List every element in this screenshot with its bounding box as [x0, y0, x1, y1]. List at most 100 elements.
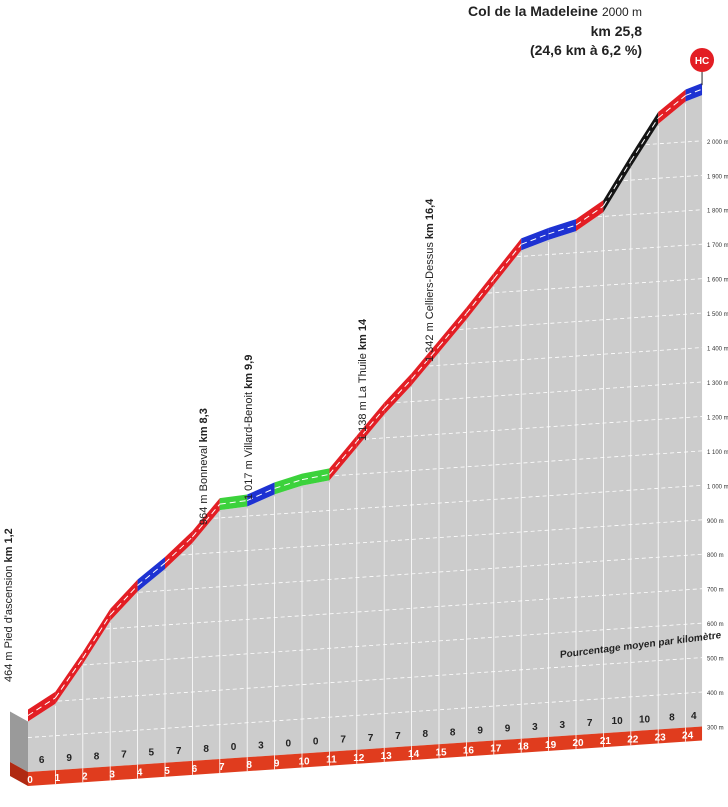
summit-name: Col de la Madeleine	[468, 3, 598, 19]
altitude-tick-label: 600 m	[707, 622, 724, 628]
segment-centerline	[246, 487, 275, 502]
percent-label: 0	[231, 742, 237, 753]
altitude-tick-label: 1 900 m	[707, 174, 728, 180]
altitude-tick-label: 1 000 m	[707, 484, 728, 490]
km-label: 7	[219, 762, 225, 773]
waypoint-name: Bonneval	[198, 442, 210, 491]
gradient-segment	[576, 200, 604, 232]
base-band-side	[10, 762, 28, 786]
altitude-tick-label: 1 500 m	[707, 312, 728, 318]
km-label: 4	[137, 768, 143, 779]
profile-grid	[27, 103, 703, 771]
gradient-segment	[137, 556, 165, 592]
segment-centerline	[192, 503, 221, 538]
altitude-tick-label: 2 000 m	[707, 140, 728, 146]
hc-badge-icon	[690, 48, 715, 72]
segment-centerline	[466, 278, 495, 314]
altitude-tick-label: 1 400 m	[707, 347, 728, 353]
km-label: 17	[490, 744, 502, 755]
ground-area	[10, 95, 703, 773]
segment-centerline	[521, 233, 549, 245]
waypoint-km: km 16,4	[424, 198, 436, 239]
percent-label: 10	[639, 714, 651, 725]
percent-label: 3	[532, 722, 538, 733]
km-label: 1	[55, 773, 61, 784]
altitude-tick-label: 400 m	[707, 691, 724, 697]
gradient-segments	[27, 83, 703, 722]
km-label: 23	[655, 732, 667, 743]
percent-label: 8	[450, 727, 456, 738]
km-label: 21	[600, 736, 612, 747]
waypoint-altitude: 964 m	[198, 491, 210, 525]
percent-label: 9	[66, 753, 72, 764]
km-label: 10	[298, 757, 310, 768]
grid-line-alt	[459, 312, 703, 330]
km-label: 19	[545, 740, 557, 751]
altitude-tick-label: 1 100 m	[707, 450, 728, 456]
gradient-segment	[603, 155, 631, 213]
km-label: 20	[572, 738, 584, 749]
percent-label: 3	[560, 720, 566, 731]
waypoint-label: 1 017 m Villard-Benoit km 9,9	[243, 355, 255, 500]
km-label: 2	[82, 771, 88, 782]
summit-average: (24,6 km à 6,2 %)	[529, 42, 642, 58]
percent-label: 7	[121, 750, 127, 761]
percent-label: 10	[612, 716, 624, 727]
percent-labels: 6 9 8 7 5 7 8 0 3 0 0 7 7 7 8 8 9 9 3 3 7 10 10 8 4	[39, 711, 697, 766]
base-band-fill	[28, 726, 703, 786]
grid-line-alt	[488, 278, 703, 294]
summit-altitude: 2000 m	[601, 5, 642, 19]
waypoint-name: La Thuile	[357, 350, 369, 398]
grid-line-alt	[138, 553, 703, 593]
waypoint-altitude: 464 m	[3, 648, 15, 682]
summit-km: km 25,8	[590, 23, 642, 39]
segment-centerline	[602, 160, 632, 207]
percent-label: 8	[423, 729, 429, 740]
waypoint-labels: 464 m Pied d'ascension km 1,2 964 m Bonne…	[3, 198, 436, 682]
altitude-tick-label: 700 m	[707, 588, 724, 594]
ground-fill	[28, 95, 703, 773]
segment-centerline	[54, 657, 84, 699]
waypoint-km: km 14	[357, 318, 369, 350]
altitude-ticks: 300 m 400 m 500 m 600 m 700 m 800 m 900 m 1 000…	[707, 140, 728, 732]
grid-line-alt	[82, 622, 703, 666]
hc-badge-label: HC	[695, 56, 709, 67]
altitude-tick-label: 500 m	[707, 657, 724, 663]
altitude-tick-label: 800 m	[707, 553, 724, 559]
waypoint-label: 1 342 m Celliers-Dessus km 16,4	[424, 198, 436, 362]
km-label: 22	[627, 734, 639, 745]
segment-centerline	[685, 88, 703, 96]
waypoint-name: Villard-Benoit	[243, 389, 255, 457]
segment-centerline	[356, 408, 385, 442]
base-band	[10, 726, 703, 786]
percent-label: 9	[477, 725, 483, 736]
segment-centerline	[383, 378, 412, 409]
segment-centerline	[575, 205, 604, 226]
percent-label: 0	[286, 738, 292, 749]
grid-line-alt	[429, 347, 703, 367]
percent-label: 9	[505, 724, 511, 735]
segment-centerline	[438, 313, 467, 347]
grid-line-alt	[517, 243, 703, 258]
percent-label: 3	[258, 740, 264, 751]
category-badge-group: HC	[690, 48, 715, 86]
km-label: 18	[518, 742, 530, 753]
waypoint-name: Celliers-Dessus	[424, 239, 436, 319]
altitude-tick-label: 900 m	[707, 519, 724, 525]
km-label: 12	[353, 753, 365, 764]
waypoint-label: 1 138 m La Thuile km 14	[357, 318, 369, 441]
km-label: 24	[682, 731, 694, 742]
km-label: 16	[463, 745, 475, 756]
km-label: 15	[435, 747, 447, 758]
km-label: 9	[274, 758, 280, 769]
waypoint-altitude: 1 138 m	[357, 398, 369, 441]
km-label: 13	[381, 751, 393, 762]
percent-label: 8	[94, 751, 100, 762]
km-label: 0	[27, 775, 33, 786]
ground-side	[10, 711, 28, 772]
waypoint-name: Pied d'ascension	[3, 562, 15, 648]
percent-label: 7	[395, 731, 401, 742]
gradient-segment	[165, 530, 193, 569]
altitude-tick-label: 1 800 m	[707, 209, 728, 215]
